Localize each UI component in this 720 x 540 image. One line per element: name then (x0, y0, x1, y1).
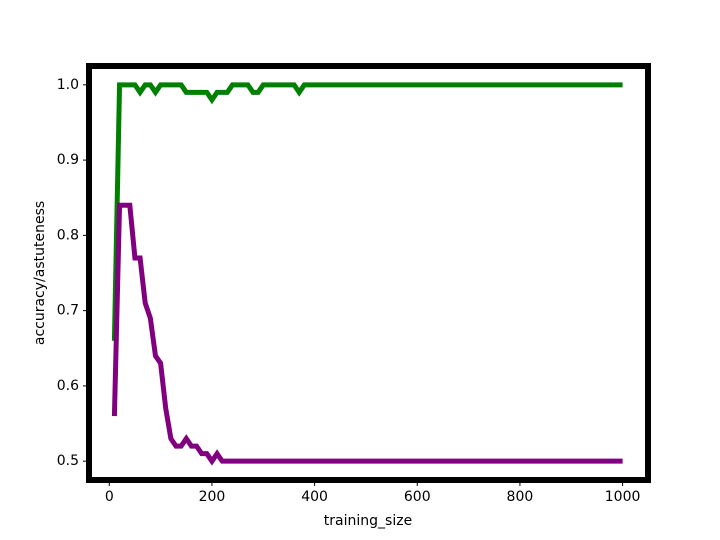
data-line (111, 82, 623, 341)
y-tick-label: 0.7 (57, 303, 79, 319)
x-tick-label: 800 (507, 489, 534, 505)
plot-frame (86, 63, 651, 483)
x-tick-label: 400 (301, 489, 328, 505)
y-tick-label: 0.5 (57, 453, 79, 469)
x-tick-label: 200 (199, 489, 226, 505)
data-line (111, 202, 623, 466)
x-tick-label: 1000 (605, 489, 641, 505)
x-tick-label: 0 (105, 489, 114, 505)
y-tick-label: 0.6 (57, 378, 79, 394)
x-axis-label: training_size (324, 513, 412, 529)
y-axis-label: accuracy/astuteness (32, 201, 48, 345)
x-tick-label: 600 (404, 489, 431, 505)
y-tick-label: 1.0 (57, 77, 79, 93)
y-tick-label: 0.8 (57, 227, 79, 243)
y-tick-label: 0.9 (57, 152, 79, 168)
